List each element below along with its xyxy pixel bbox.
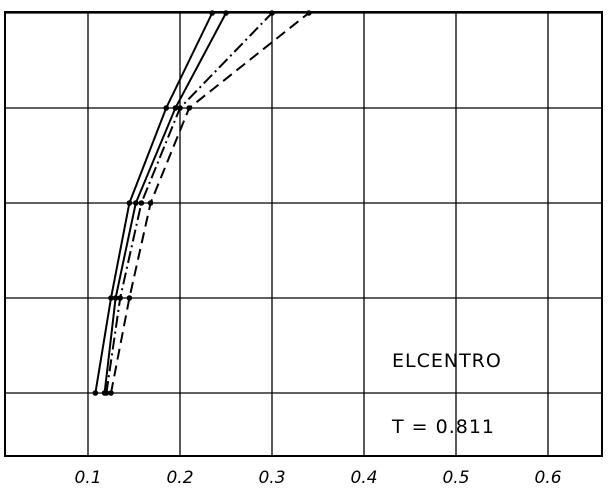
grid [5,12,602,456]
series-3-point-2 [147,200,154,206]
series-2-point-1 [117,295,123,301]
x-tick-label-2: 0.3 [258,468,285,488]
annotation-elcentro: ELCENTRO [392,350,502,372]
plot-frame [4,11,603,457]
x-tick-labels: 0.1 0.2 0.3 0.4 0.5 0.6 [74,468,561,488]
series-group [92,10,312,396]
series-1-point-2 [133,200,139,206]
series-3-point-0 [108,390,114,396]
x-tick-label-0: 0.1 [74,468,101,488]
series-2-point-4 [269,10,275,16]
series-0-point-4 [209,10,215,16]
series-0-point-3 [163,105,169,111]
series-1-point-1 [112,295,119,301]
series-3-point-1 [126,295,133,301]
series-0-point-0 [92,390,99,396]
series-1-point-4 [223,10,229,16]
x-tick-label-1: 0.2 [166,468,193,488]
annotation-period: T = 0.811 [391,416,495,438]
series-3-point-3 [186,105,192,111]
series-2-point-0 [103,390,110,396]
series-0-point-1 [108,295,114,301]
series-3-point-4 [306,10,312,16]
x-tick-label-5: 0.6 [534,468,561,488]
series-0-point-2 [126,200,133,206]
x-tick-label-3: 0.4 [350,468,377,488]
series-2-point-3 [177,105,183,111]
series-2-point-2 [138,200,145,206]
series-1-point-3 [172,105,179,111]
x-tick-label-4: 0.5 [442,468,469,488]
